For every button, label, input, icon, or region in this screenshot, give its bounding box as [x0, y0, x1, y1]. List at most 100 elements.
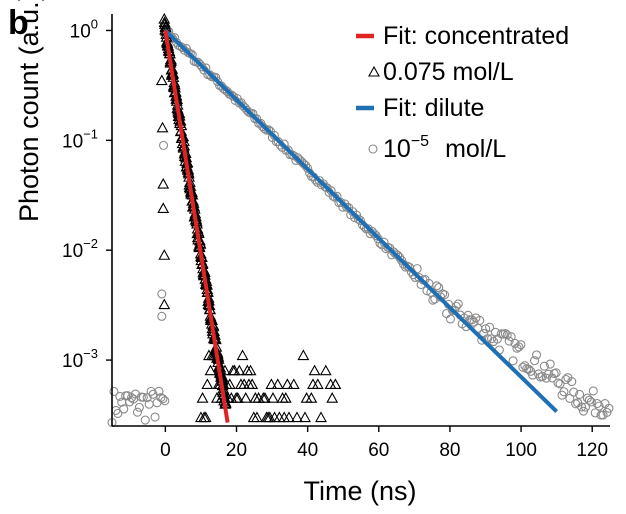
legend-swatch-circle [368, 144, 378, 154]
data-point-circle [516, 340, 526, 350]
data-point-triangle [315, 411, 327, 423]
data-point-circle [530, 356, 540, 366]
data-point-triangle [281, 378, 294, 390]
x-tick-label: 40 [297, 440, 318, 461]
data-point-circle [303, 163, 313, 173]
data-point-circle [504, 336, 514, 346]
data-point-circle [559, 387, 569, 397]
data-point-triangle [329, 378, 342, 390]
data-point-circle [113, 408, 123, 418]
legend-label: 0.075 mol/L [383, 58, 514, 86]
data-point-circle [576, 402, 587, 412]
data-point-circle [134, 402, 144, 412]
legend-label: Fit: dilute [383, 94, 484, 122]
data-point-circle [428, 295, 438, 305]
data-point-triangle [265, 378, 278, 390]
data-point-triangle [196, 392, 209, 403]
data-point-triangle [201, 378, 214, 390]
legend-label: Fit: concentrated [383, 22, 569, 50]
data-point-triangle [283, 411, 295, 423]
data-point-circle [152, 398, 162, 408]
data-point-circle [140, 415, 150, 425]
data-point-circle [157, 311, 167, 321]
data-point-circle [594, 401, 604, 411]
data-point-circle [539, 361, 549, 371]
data-point-circle [355, 215, 366, 226]
legend-label: 10−5 mol/L [383, 133, 506, 163]
data-point-circle [586, 397, 596, 407]
y-tick-label: 10−3 [62, 346, 98, 372]
legend: Fit: concentrated 0.075 mol/L Fit: dilute 1… [356, 22, 569, 163]
data-point-circle [588, 386, 598, 396]
data-point-circle [486, 334, 497, 344]
data-point-triangle [246, 378, 259, 390]
data-point-circle [475, 315, 485, 325]
data-point-circle [440, 290, 450, 300]
x-axis-label: Time (ns) [303, 476, 417, 506]
data-point-triangle [287, 378, 300, 390]
data-point-triangle [251, 411, 263, 423]
x-tick-label: 60 [368, 440, 389, 461]
data-point-circle [412, 264, 422, 274]
data-point-triangle [308, 364, 321, 376]
data-point-circle [531, 350, 542, 360]
data-point-circle [453, 299, 463, 309]
data-point-triangle [267, 392, 279, 403]
data-point-circle [138, 392, 148, 402]
x-tick-label: 20 [226, 440, 247, 461]
data-point-circle [130, 389, 141, 399]
data-point-triangle [299, 411, 311, 423]
data-point-circle [569, 387, 579, 397]
data-point-triangle [271, 378, 284, 390]
data-point-triangle [157, 177, 170, 189]
y-axis-label: Photon count (a.u.) [14, 0, 44, 222]
fit-line-dilute [163, 29, 559, 413]
data-point-circle [451, 301, 461, 311]
data-point-circle [518, 362, 528, 372]
data-point-triangle [204, 364, 217, 376]
data-point-circle [336, 197, 346, 207]
fit-line-concentrated [163, 30, 230, 423]
data-point-circle [602, 407, 612, 417]
data-point-circle [160, 396, 170, 406]
data-point-circle [553, 378, 563, 388]
data-point-circle [119, 404, 129, 414]
data-point-triangle [233, 364, 246, 376]
data-point-triangle [326, 392, 339, 403]
data-point-circle [508, 356, 518, 366]
data-marks [107, 12, 614, 428]
data-point-circle [575, 389, 585, 399]
data-point-triangle [231, 392, 244, 403]
data-point-triangle [311, 378, 324, 390]
data-point-triangle [219, 364, 231, 376]
data-point-circle [157, 289, 167, 299]
data-point-circle [159, 140, 169, 150]
data-point-triangle [279, 392, 292, 403]
data-point-circle [551, 368, 561, 378]
y-tick-label: 100 [70, 16, 98, 42]
data-point-circle [150, 412, 160, 422]
data-point-circle [584, 395, 594, 405]
data-point-circle [177, 43, 187, 53]
data-point-circle [432, 281, 442, 291]
data-point-triangle [155, 74, 168, 86]
data-point-triangle [305, 392, 318, 403]
data-point-triangle [223, 378, 236, 390]
data-point-circle [604, 403, 614, 413]
data-point-circle [545, 359, 555, 369]
data-point-circle [555, 379, 565, 389]
data-point-circle [445, 314, 456, 324]
data-point-triangle [236, 349, 249, 361]
data-point-circle [154, 386, 164, 396]
y-tick-label: 10−1 [62, 126, 98, 152]
data-point-triangle [199, 411, 212, 423]
data-point-triangle [239, 392, 252, 403]
data-point-triangle [291, 411, 303, 423]
data-point-circle [485, 322, 495, 332]
data-point-circle [148, 389, 158, 399]
data-point-triangle [259, 392, 271, 403]
data-point-triangle [319, 364, 332, 376]
data-point-circle [561, 374, 571, 385]
data-point-circle [567, 377, 577, 387]
